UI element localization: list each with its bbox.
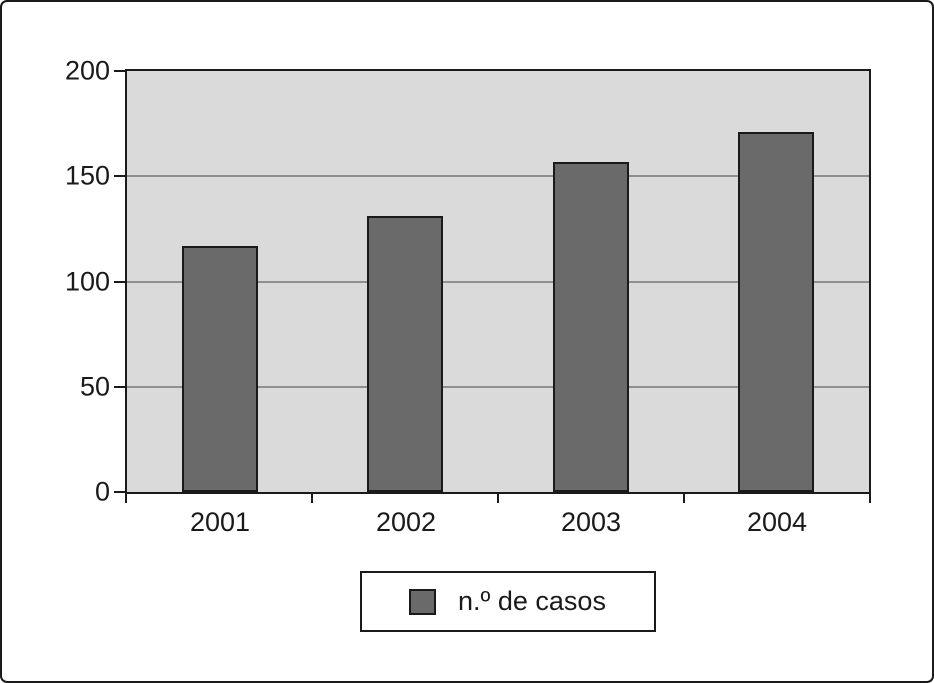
bar-2002 — [367, 216, 443, 492]
y-axis-label-100: 100 — [64, 266, 110, 297]
bar-2001 — [182, 246, 258, 492]
y-axis-tick-0 — [114, 491, 125, 493]
x-axis-label-2002: 2002 — [375, 507, 437, 537]
x-axis-label-2001: 2001 — [189, 507, 251, 537]
y-axis-label-200: 200 — [64, 55, 110, 86]
gridline-150 — [127, 175, 869, 177]
legend: n.º de casos — [360, 571, 656, 632]
legend-swatch — [409, 588, 436, 615]
y-axis-tick-50 — [114, 386, 125, 388]
x-axis-label-2004: 2004 — [746, 507, 808, 537]
x-axis-tick-2 — [497, 494, 499, 503]
gridline-50 — [127, 386, 869, 388]
legend-label: n.º de casos — [458, 586, 606, 616]
x-axis-tick-1 — [311, 494, 313, 503]
x-axis-tick-4 — [869, 494, 871, 503]
y-axis-tick-100 — [114, 281, 125, 283]
bar-2003 — [553, 162, 629, 492]
gridline-100 — [127, 281, 869, 283]
bar-2004 — [738, 132, 814, 492]
y-axis-label-0: 0 — [94, 476, 110, 507]
plot-area — [125, 69, 871, 494]
y-axis-label-50: 50 — [79, 371, 110, 402]
x-axis-label-2003: 2003 — [560, 507, 622, 537]
y-axis-tick-200 — [114, 70, 125, 72]
x-axis-tick-0 — [125, 494, 127, 503]
y-axis-label-150: 150 — [64, 160, 110, 191]
x-axis-tick-3 — [683, 494, 685, 503]
y-axis-tick-150 — [114, 175, 125, 177]
